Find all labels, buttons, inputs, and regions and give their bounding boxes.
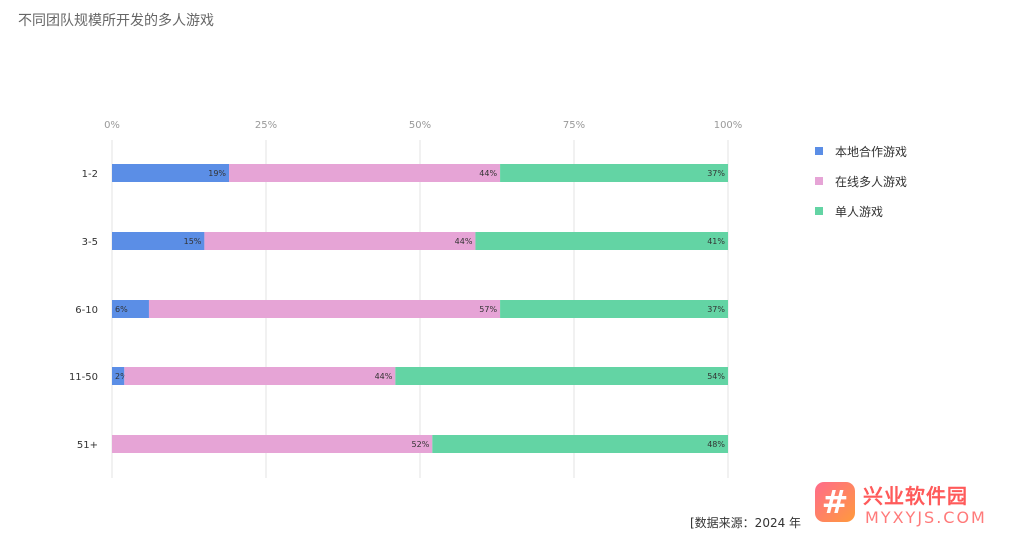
y-category-label: 51+ — [77, 440, 98, 451]
bar-segment — [395, 367, 728, 385]
data-source-note: [数据来源：2024 年 — [690, 516, 802, 530]
bar-segment — [112, 164, 230, 182]
bar-segment — [112, 232, 205, 250]
bar-segment — [124, 367, 396, 385]
legend-swatch-single — [815, 207, 823, 215]
bar-value-label: 44% — [479, 169, 497, 178]
bar-value-label: 2% — [115, 372, 128, 381]
bar-segment — [229, 164, 501, 182]
x-tick-label: 0% — [104, 120, 120, 131]
chart-title: 不同团队规模所开发的多人游戏 — [18, 13, 214, 29]
x-tick-label: 75% — [563, 120, 585, 131]
bar-value-label: 48% — [707, 440, 725, 449]
x-tick-label: 50% — [409, 120, 431, 131]
legend-item-online[interactable]: 在线多人游戏 — [815, 166, 907, 196]
bar-value-label: 54% — [707, 372, 725, 381]
bar-value-label: 41% — [707, 237, 725, 246]
bar-segment — [204, 232, 476, 250]
x-tick-label: 25% — [255, 120, 277, 131]
bar-value-label: 15% — [184, 237, 202, 246]
y-category-label: 1-2 — [82, 169, 98, 180]
y-category-label: 6-10 — [75, 305, 98, 316]
bar-segment — [148, 300, 501, 318]
legend-item-local-coop[interactable]: 本地合作游戏 — [815, 136, 907, 166]
bar-segment — [500, 164, 728, 182]
legend-label-local-coop: 本地合作游戏 — [835, 144, 908, 159]
watermark-name: 兴业软件园 — [863, 484, 968, 508]
bar-value-label: 52% — [412, 440, 430, 449]
bar-segment — [500, 300, 728, 318]
bar-value-label: 19% — [208, 169, 226, 178]
legend-label-online: 在线多人游戏 — [835, 174, 908, 189]
legend-label-single: 单人游戏 — [835, 204, 884, 219]
bar-value-label: 44% — [455, 237, 473, 246]
bar-value-label: 44% — [375, 372, 393, 381]
bar-value-label: 37% — [707, 169, 725, 178]
bar-value-label: 37% — [707, 305, 725, 314]
y-category-label: 3-5 — [82, 237, 98, 248]
x-tick-label: 100% — [714, 120, 743, 131]
bar-segment — [112, 367, 125, 385]
bar-segment — [475, 232, 728, 250]
legend-swatch-local-coop — [815, 147, 823, 155]
bar-segment — [112, 300, 149, 318]
bar-segment — [112, 435, 433, 453]
legend-swatch-online — [815, 177, 823, 185]
hash-logo-icon — [815, 482, 855, 522]
bar-segment — [432, 435, 728, 453]
legend-item-single[interactable]: 单人游戏 — [815, 196, 907, 226]
watermark-logo: 兴业软件园 MYXYJS.COM — [815, 480, 1015, 528]
y-category-label: 11-50 — [69, 372, 98, 383]
legend: 本地合作游戏 在线多人游戏 单人游戏 — [815, 136, 907, 226]
bar-value-label: 6% — [115, 305, 128, 314]
bar-value-label: 57% — [479, 305, 497, 314]
watermark-url: MYXYJS.COM — [865, 508, 987, 527]
